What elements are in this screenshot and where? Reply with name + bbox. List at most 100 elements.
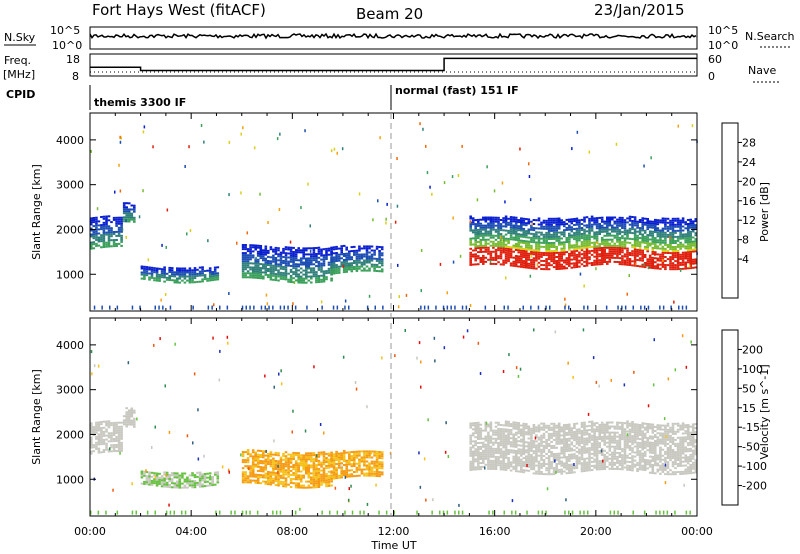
echo-cell-2 bbox=[191, 279, 194, 282]
echo-cell-5 bbox=[633, 228, 637, 231]
echo-cell-5 bbox=[643, 266, 647, 269]
echo-cell-4 bbox=[348, 258, 351, 261]
echo-cell-5 bbox=[497, 224, 500, 227]
echo-cell-3 bbox=[307, 464, 311, 467]
echo-cell-4 bbox=[342, 472, 346, 475]
echo-cell-5 bbox=[608, 216, 612, 219]
echo-cell-2 bbox=[188, 273, 192, 276]
echo-cell-5 bbox=[593, 231, 596, 234]
echo-cell-3 bbox=[299, 251, 303, 254]
echo-cell-5 bbox=[507, 229, 510, 232]
echo-cell-4 bbox=[355, 259, 359, 262]
echo-cell-5 bbox=[532, 472, 536, 475]
echo-cell-4 bbox=[348, 268, 351, 271]
echo-cell-5 bbox=[555, 249, 558, 252]
echo-cell-5 bbox=[484, 232, 488, 235]
echo-cell-0 bbox=[120, 238, 123, 241]
echo-cell-5 bbox=[585, 461, 589, 464]
echo-cell-5 bbox=[560, 267, 563, 270]
echo-cell-5 bbox=[547, 264, 551, 267]
echo-cell-5 bbox=[570, 469, 574, 472]
echo-cell-5 bbox=[484, 244, 488, 247]
echo-cell-5 bbox=[563, 424, 566, 427]
echo-cell-5 bbox=[474, 223, 477, 226]
echo-cell-2 bbox=[198, 481, 202, 484]
echo-cell-3 bbox=[269, 481, 273, 484]
echo-cell-3 bbox=[325, 276, 328, 279]
echo-cell-5 bbox=[636, 254, 639, 257]
echo-cell-5 bbox=[477, 228, 480, 231]
echo-cell-5 bbox=[522, 264, 526, 267]
echo-cell-5 bbox=[469, 229, 472, 232]
echo-cell-5 bbox=[557, 219, 561, 222]
echo-cell-5 bbox=[593, 221, 596, 224]
echo-cell-5 bbox=[514, 462, 518, 465]
echo-cell-3 bbox=[282, 276, 285, 279]
echo-cell-5 bbox=[469, 450, 472, 453]
echo-cell-3 bbox=[287, 459, 290, 462]
echo-cell-5 bbox=[502, 464, 505, 467]
echo-cell-5 bbox=[509, 232, 513, 235]
echo-cell-2 bbox=[153, 472, 156, 475]
echo-cell-5 bbox=[517, 470, 520, 473]
echo-cell-5 bbox=[606, 262, 609, 265]
clutter-point bbox=[564, 305, 566, 310]
echo-cell-5 bbox=[600, 230, 604, 233]
echo-cell-5 bbox=[636, 244, 639, 247]
noise-point bbox=[564, 303, 567, 307]
echo-cell-5 bbox=[661, 245, 665, 248]
echo-cell-3 bbox=[315, 271, 318, 274]
echo-cell-4 bbox=[378, 252, 381, 254]
echo-cell-4 bbox=[373, 472, 376, 475]
echo-cell-0 bbox=[105, 225, 108, 228]
echo-cell-5 bbox=[573, 435, 576, 437]
echo-cell-5 bbox=[489, 232, 493, 235]
echo-cell-2 bbox=[176, 271, 179, 274]
echo-cell-5 bbox=[651, 250, 655, 253]
echo-cell-5 bbox=[565, 226, 569, 229]
echo-cell-5 bbox=[514, 443, 518, 446]
echo-cell-5 bbox=[471, 255, 475, 258]
echo-cell-5 bbox=[611, 250, 614, 253]
echo-cell-3 bbox=[292, 246, 295, 249]
echo-cell-5 bbox=[578, 265, 581, 268]
echo-cell-3 bbox=[287, 260, 290, 263]
noise-point bbox=[358, 192, 361, 196]
echo-cell-5 bbox=[669, 242, 672, 244]
echo-cell-4 bbox=[358, 452, 361, 455]
echo-cell-4 bbox=[355, 456, 359, 459]
echo-cell-5 bbox=[648, 224, 652, 227]
echo-cell-3 bbox=[251, 276, 255, 279]
echo-cell-3 bbox=[320, 453, 323, 456]
echo-cell-5 bbox=[552, 457, 556, 459]
echo-cell-5 bbox=[656, 257, 660, 260]
echo-cell-2 bbox=[198, 485, 202, 488]
echo-cell-4 bbox=[373, 462, 376, 465]
echo-cell-5 bbox=[555, 452, 558, 455]
echo-cell-5 bbox=[595, 233, 599, 236]
echo-cell-5 bbox=[504, 217, 508, 220]
echo-cell-0 bbox=[112, 440, 116, 443]
echo-cell-3 bbox=[254, 459, 257, 462]
echo-cell-5 bbox=[537, 257, 541, 260]
echo-cell-5 bbox=[661, 227, 665, 230]
echo-cell-5 bbox=[512, 226, 515, 229]
echo-cell-5 bbox=[560, 440, 563, 443]
echo-cell-5 bbox=[654, 229, 657, 231]
echo-cell-4 bbox=[365, 253, 369, 256]
echo-cell-5 bbox=[494, 230, 498, 233]
echo-cell-5 bbox=[603, 244, 606, 247]
echo-cell-5 bbox=[527, 228, 531, 231]
echo-cell-2 bbox=[181, 273, 184, 276]
echo-cell-5 bbox=[603, 254, 606, 257]
echo-cell-2 bbox=[148, 479, 151, 482]
echo-cell-4 bbox=[365, 255, 369, 258]
echo-cell-2 bbox=[150, 268, 154, 271]
echo-cell-5 bbox=[578, 452, 581, 455]
echo-cell-5 bbox=[621, 245, 624, 248]
echo-cell-1 bbox=[125, 216, 128, 219]
echo-cell-1 bbox=[133, 409, 136, 412]
echo-cell-4 bbox=[342, 456, 346, 458]
echo-cell-3 bbox=[315, 255, 318, 257]
echo-cell-5 bbox=[545, 453, 548, 455]
